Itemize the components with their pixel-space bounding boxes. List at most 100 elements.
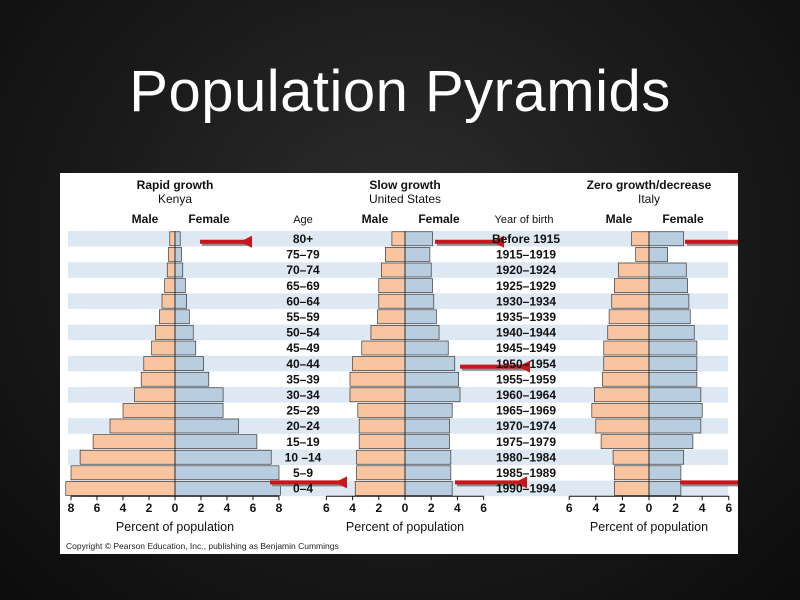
us-male-bar — [354, 481, 406, 496]
birth-year-label: 1975–1979 — [496, 435, 556, 449]
kenya-male-bar — [109, 418, 176, 434]
birth-year-label: 1945–1949 — [496, 341, 556, 355]
italy-male-bar — [603, 340, 650, 356]
us-female-bar — [404, 356, 456, 371]
birth-year-label: 1980–1984 — [496, 450, 556, 464]
italy-x-tick-label: 0 — [646, 501, 653, 515]
us-female-bar — [404, 481, 453, 496]
kenya-x-axis-label: Percent of population — [116, 520, 234, 534]
birth-year-label: 1985–1989 — [496, 466, 556, 480]
italy-male-bar — [635, 247, 650, 262]
italy-female-bar — [648, 340, 698, 356]
birth-year-label: 1990–1994 — [496, 482, 556, 496]
us-male-bar — [361, 340, 406, 356]
italy-female-header: Female — [662, 212, 704, 226]
kenya-male-bar — [70, 465, 176, 481]
kenya-male-bar — [168, 247, 176, 262]
italy-female-bar — [648, 387, 702, 403]
italy-male-bar — [591, 403, 650, 418]
population-pyramids-figure: Rapid growth Kenya Male Female 8 6 4 2 0 2 4 6 8 Perc… — [60, 173, 738, 554]
kenya-x-tick-label: 6 — [94, 501, 101, 515]
birth-year-label: 1930–1934 — [496, 294, 556, 308]
red-arrow-head — [518, 360, 530, 373]
us-x-tick-label: 6 — [480, 501, 487, 515]
birth-year-label: 1950–1954 — [496, 357, 556, 371]
age-group-label: 60–64 — [286, 294, 320, 308]
italy-female-bar — [648, 325, 695, 340]
birth-year-label: 1960–1964 — [496, 388, 556, 402]
us-chart-title: Slow growth — [369, 178, 440, 192]
age-group-label: 70–74 — [286, 263, 320, 277]
age-group-label: 55–59 — [286, 310, 320, 324]
kenya-male-bar — [134, 387, 176, 403]
kenya-female-bar — [174, 247, 182, 262]
kenya-male-bar — [143, 356, 176, 371]
italy-male-bar — [608, 309, 650, 325]
birth-year-label: 1970–1974 — [496, 419, 556, 433]
us-female-bar — [404, 231, 433, 247]
red-arrow-head — [240, 235, 252, 248]
age-group-label: 20–24 — [286, 419, 320, 433]
italy-female-bar — [648, 262, 687, 278]
italy-male-bar — [594, 387, 650, 403]
italy-female-bar — [648, 356, 698, 371]
us-x-axis-label: Percent of population — [346, 520, 464, 534]
kenya-female-bar — [174, 309, 190, 325]
italy-male-bar — [612, 449, 650, 465]
us-x-tick-label: 6 — [323, 501, 330, 515]
us-x-tick-label: 2 — [428, 501, 435, 515]
birth-year-label: Before 1915 — [492, 232, 560, 246]
kenya-female-header: Female — [188, 212, 230, 226]
kenya-male-bar — [161, 293, 176, 309]
kenya-male-bar — [122, 403, 176, 418]
kenya-x-tick-label: 8 — [68, 501, 75, 515]
italy-x-axis-label: Percent of population — [590, 520, 708, 534]
italy-female-bar — [648, 449, 684, 465]
italy-male-bar — [607, 325, 650, 340]
italy-x-tick-label: 2 — [619, 501, 626, 515]
birth-year-label: 1935–1939 — [496, 310, 556, 324]
kenya-male-bar — [65, 481, 176, 496]
age-group-label: 80+ — [293, 232, 313, 246]
us-male-bar — [385, 247, 406, 262]
italy-male-bar — [595, 418, 650, 434]
kenya-female-bar — [174, 340, 197, 356]
kenya-female-bar — [174, 434, 258, 449]
italy-female-bar — [648, 481, 682, 496]
kenya-male-bar — [140, 371, 176, 387]
italy-x-tick-label: 2 — [672, 501, 679, 515]
italy-female-bar — [648, 418, 702, 434]
us-x-tick-label: 4 — [349, 501, 356, 515]
italy-male-bar — [611, 293, 650, 309]
kenya-male-bar — [79, 449, 176, 465]
us-x-tick-label: 2 — [375, 501, 382, 515]
kenya-female-bar — [174, 403, 224, 418]
kenya-x-tick-label: 0 — [172, 501, 179, 515]
kenya-female-bar — [174, 231, 181, 247]
italy-x-tick-label: 6 — [566, 501, 573, 515]
us-male-bar — [378, 278, 406, 293]
red-arrow-head — [335, 476, 347, 489]
kenya-male-bar — [155, 325, 176, 340]
italy-male-bar — [603, 356, 650, 371]
age-group-label: 75–79 — [286, 248, 320, 262]
age-group-label: 5–9 — [293, 466, 313, 480]
red-arrow-head — [492, 235, 504, 248]
italy-female-bar — [648, 403, 703, 418]
us-male-header: Male — [362, 212, 389, 226]
italy-female-bar — [648, 247, 668, 262]
italy-male-bar — [602, 371, 650, 387]
red-arrow-head — [515, 476, 527, 489]
age-group-label: 50–54 — [286, 326, 320, 340]
us-male-bar — [391, 231, 406, 247]
kenya-x-tick-label: 8 — [276, 501, 283, 515]
italy-male-header: Male — [606, 212, 633, 226]
kenya-male-bar — [92, 434, 176, 449]
birth-year-label: 1940–1944 — [496, 326, 556, 340]
italy-chart-subtitle: Italy — [638, 192, 660, 206]
age-group-label: 65–69 — [286, 279, 320, 293]
age-group-label: 15–19 — [286, 435, 320, 449]
kenya-male-bar — [151, 340, 176, 356]
italy-female-bar — [648, 231, 684, 247]
italy-male-bar — [618, 262, 650, 278]
